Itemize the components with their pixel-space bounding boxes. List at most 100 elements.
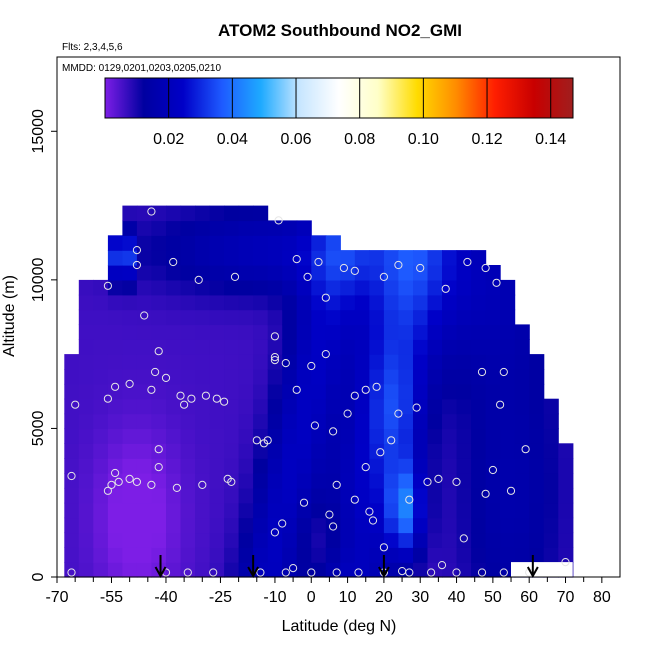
observation-point	[477, 367, 487, 377]
heatmap-cell	[122, 487, 138, 504]
heatmap-cell	[64, 547, 80, 563]
heatmap-cell	[195, 250, 211, 266]
heatmap-cell	[398, 369, 414, 385]
heatmap-cell	[398, 458, 414, 474]
heatmap-cell	[456, 517, 472, 534]
heatmap-cell	[456, 458, 472, 474]
heatmap-cell	[311, 458, 327, 474]
heatmap-cell	[238, 309, 254, 326]
heatmap-cell	[180, 547, 196, 563]
plot-frame	[56, 56, 621, 578]
heatmap-cell	[471, 250, 487, 266]
heatmap-cell	[136, 294, 152, 311]
heatmap-cell	[427, 354, 443, 370]
heatmap-cell	[442, 443, 458, 459]
heatmap-cell	[413, 250, 429, 266]
heatmap-cell	[180, 354, 196, 370]
heatmap-cell	[180, 220, 196, 236]
heatmap-cell	[471, 339, 487, 355]
heatmap-cell	[514, 473, 530, 489]
heatmap-cell	[180, 324, 196, 340]
heatmap-cell	[122, 398, 138, 415]
heatmap-cell	[442, 354, 458, 370]
heatmap-cell	[78, 398, 94, 415]
heatmap-cell	[543, 547, 559, 563]
heatmap-cell	[471, 547, 487, 563]
observation-point	[329, 522, 338, 531]
heatmap-cell	[224, 279, 240, 296]
no-data-box	[511, 562, 573, 577]
heatmap-cell	[253, 383, 269, 400]
heatmap-cell	[151, 235, 167, 251]
heatmap-cell	[238, 383, 254, 400]
heatmap-cell	[325, 235, 341, 251]
heatmap-cell	[456, 279, 472, 296]
heatmap-cell	[354, 547, 370, 563]
heatmap-cell	[471, 398, 487, 415]
heatmap-cell	[427, 309, 443, 326]
heatmap-cell	[485, 547, 501, 563]
heatmap-cell	[238, 339, 254, 355]
heatmap-cell	[398, 502, 414, 519]
heatmap-cell	[311, 250, 327, 266]
heatmap-cell	[311, 309, 327, 326]
heatmap-cell	[311, 279, 327, 296]
heatmap-cell	[529, 413, 545, 430]
heatmap-cell	[398, 250, 414, 266]
heatmap-cell	[107, 339, 123, 355]
heatmap-cell	[267, 532, 283, 548]
heatmap-cell	[369, 309, 385, 326]
heatmap-cell	[78, 354, 94, 370]
observation-point	[289, 564, 298, 573]
heatmap-cell	[558, 487, 574, 504]
heatmap-cell	[500, 279, 516, 296]
heatmap-cell	[122, 354, 138, 370]
heatmap-cell	[369, 265, 385, 281]
x-tick-label: -10	[263, 589, 286, 606]
colorbar: 0.02 0.04 0.06 0.08 0.10 0.12 0.14	[104, 77, 574, 148]
heatmap-cell	[195, 220, 211, 236]
heatmap-cell	[267, 562, 283, 578]
observation-point	[379, 272, 388, 281]
heatmap-cell	[238, 324, 254, 340]
heatmap-cell	[78, 547, 94, 563]
observation-point	[496, 400, 505, 409]
heatmap-cell	[471, 458, 487, 474]
heatmap-cell	[311, 383, 327, 400]
heatmap-cell	[325, 309, 341, 326]
observation-point	[183, 568, 192, 577]
heatmap-cell	[383, 487, 399, 504]
colorbar-gradient	[104, 77, 574, 119]
heatmap-cell	[64, 473, 80, 489]
heatmap-cell	[224, 547, 240, 563]
heatmap-cell	[180, 279, 196, 296]
heatmap-cell	[398, 324, 414, 340]
observation-point	[477, 568, 487, 577]
heatmap-cell	[136, 547, 152, 563]
heatmap-cell	[224, 502, 240, 519]
heatmap-cell	[413, 532, 429, 548]
heatmap-cell	[442, 502, 458, 519]
heatmap-cell	[151, 309, 167, 326]
heatmap-cell	[238, 428, 254, 444]
heatmap-cell	[195, 532, 211, 548]
chart-title: ATOM2 Southbound NO2_GMI	[218, 21, 462, 40]
heatmap-cell	[136, 517, 152, 534]
heatmap-cell	[296, 413, 312, 430]
heatmap-cell	[151, 458, 167, 474]
heatmap-cell	[427, 428, 443, 444]
heatmap-cell	[485, 487, 501, 504]
heatmap-cell	[78, 413, 94, 430]
heatmap-cell	[78, 339, 94, 355]
heatmap-cell	[151, 354, 167, 370]
heatmap-cell	[543, 487, 559, 504]
heatmap-cell	[151, 473, 167, 489]
heatmap-cell	[180, 339, 196, 355]
heatmap-cell	[456, 443, 472, 459]
heatmap-cell	[500, 428, 516, 444]
observation-point	[307, 361, 316, 371]
heatmap-cell	[136, 324, 152, 340]
heatmap-cell	[107, 502, 123, 519]
heatmap-cell	[500, 532, 516, 548]
heatmap-cell	[500, 547, 516, 563]
